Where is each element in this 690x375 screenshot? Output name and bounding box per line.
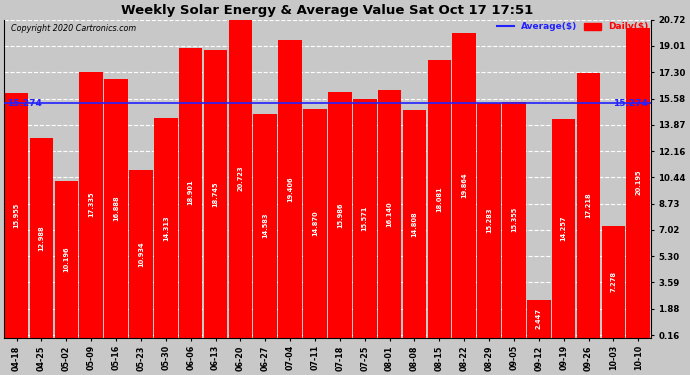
Text: Copyright 2020 Cartronics.com: Copyright 2020 Cartronics.com (10, 24, 136, 33)
Text: 20.195: 20.195 (635, 170, 641, 195)
Text: 16.888: 16.888 (113, 195, 119, 221)
Text: 14.808: 14.808 (411, 211, 417, 237)
Bar (403, 110, 426, 338)
Bar (303, 110, 327, 338)
Text: 10.934: 10.934 (138, 241, 144, 267)
Legend: Average($), Daily($): Average($), Daily($) (495, 21, 650, 33)
Bar (602, 226, 625, 338)
Bar (5, 93, 28, 338)
Bar (527, 300, 551, 338)
Text: 18.901: 18.901 (188, 180, 194, 206)
Text: 15.355: 15.355 (511, 207, 517, 232)
Text: 15.274: 15.274 (8, 99, 42, 108)
Bar (477, 103, 501, 338)
Text: 15.955: 15.955 (14, 202, 19, 228)
Bar (428, 60, 451, 338)
Title: Weekly Solar Energy & Average Value Sat Oct 17 17:51: Weekly Solar Energy & Average Value Sat … (121, 4, 533, 17)
Text: 15.283: 15.283 (486, 208, 492, 233)
Bar (328, 92, 352, 338)
Text: 15.571: 15.571 (362, 206, 368, 231)
Bar (353, 99, 377, 338)
Bar (204, 50, 227, 338)
Bar (55, 181, 78, 338)
Bar (154, 118, 177, 338)
Bar (253, 114, 277, 338)
Bar (79, 72, 103, 338)
Text: 14.583: 14.583 (262, 213, 268, 238)
Text: 19.406: 19.406 (287, 176, 293, 201)
Text: 10.196: 10.196 (63, 246, 69, 272)
Text: 12.988: 12.988 (39, 225, 44, 251)
Text: 15.274: 15.274 (613, 99, 647, 108)
Text: 18.745: 18.745 (213, 181, 219, 207)
Text: 14.257: 14.257 (561, 216, 566, 241)
Bar (453, 33, 476, 338)
Bar (502, 102, 526, 338)
Text: 18.081: 18.081 (436, 186, 442, 212)
Bar (104, 78, 128, 338)
Text: 14.870: 14.870 (312, 211, 318, 236)
Text: 16.140: 16.140 (386, 201, 393, 226)
Bar (378, 90, 402, 338)
Text: 14.313: 14.313 (163, 215, 169, 241)
Bar (552, 119, 575, 338)
Bar (179, 48, 202, 338)
Text: 15.986: 15.986 (337, 202, 343, 228)
Bar (627, 28, 650, 338)
Text: 17.335: 17.335 (88, 192, 95, 217)
Text: 2.447: 2.447 (536, 308, 542, 329)
Bar (577, 74, 600, 338)
Text: 17.218: 17.218 (586, 193, 591, 218)
Text: 20.723: 20.723 (237, 166, 244, 191)
Bar (228, 20, 253, 338)
Bar (278, 40, 302, 338)
Text: 7.278: 7.278 (611, 271, 616, 292)
Text: 19.864: 19.864 (461, 172, 467, 198)
Bar (129, 170, 152, 338)
Bar (30, 138, 53, 338)
